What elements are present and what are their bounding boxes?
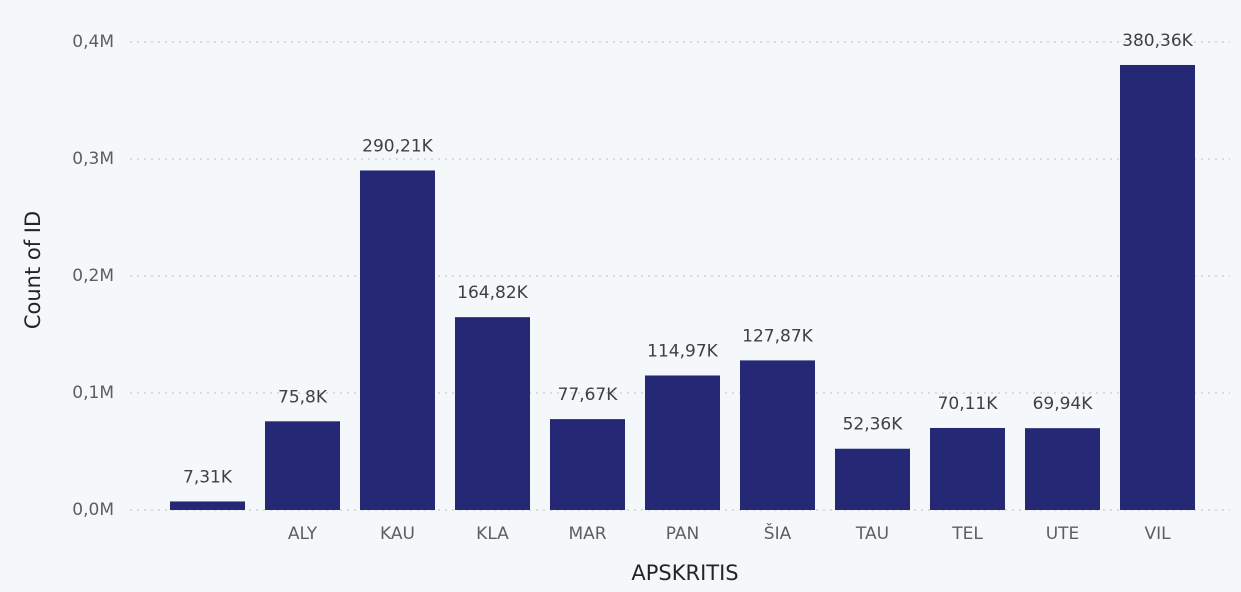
x-tick-label: VIL xyxy=(1144,524,1171,544)
bar xyxy=(170,501,245,510)
bar xyxy=(1120,64,1195,511)
data-label: 164,82K xyxy=(457,283,528,303)
y-tick-label: 0,3M xyxy=(72,149,114,169)
x-tick-label: KAU xyxy=(380,524,415,544)
data-label: 380,36K xyxy=(1122,31,1193,51)
y-tick-label: 0,0M xyxy=(72,500,114,520)
y-tick-label: 0,4M xyxy=(72,32,114,52)
bar xyxy=(1025,428,1100,510)
x-tick-label: ALY xyxy=(288,524,318,544)
x-tick-label: TAU xyxy=(855,524,889,544)
x-tick-label: PAN xyxy=(666,524,700,544)
bar xyxy=(265,421,340,510)
bar xyxy=(645,375,720,510)
y-axis-title: Count of ID xyxy=(21,211,45,329)
x-tick-label: MAR xyxy=(568,524,606,544)
data-label: 127,87K xyxy=(742,326,813,346)
x-tick-label: KLA xyxy=(476,524,509,544)
bar xyxy=(930,427,1005,510)
bar xyxy=(360,170,435,511)
bar xyxy=(455,317,530,510)
data-label: 75,8K xyxy=(278,387,328,407)
x-tick-label: UTE xyxy=(1046,524,1080,544)
bar xyxy=(740,360,815,510)
bar xyxy=(550,419,625,510)
data-label: 70,11K xyxy=(938,394,999,414)
data-label: 69,94K xyxy=(1033,394,1094,414)
y-tick-label: 0,1M xyxy=(72,383,114,403)
bar xyxy=(835,448,910,510)
data-label: 290,21K xyxy=(362,136,433,156)
x-axis-title: APSKRITIS xyxy=(631,561,738,585)
x-tick-label: TEL xyxy=(951,524,983,544)
data-label: 114,97K xyxy=(647,341,718,361)
data-label: 52,36K xyxy=(843,415,904,435)
data-label: 77,67K xyxy=(558,385,619,405)
x-tick-label: ŠIA xyxy=(764,522,792,544)
y-tick-label: 0,2M xyxy=(72,266,114,286)
data-label: 7,31K xyxy=(183,467,233,487)
